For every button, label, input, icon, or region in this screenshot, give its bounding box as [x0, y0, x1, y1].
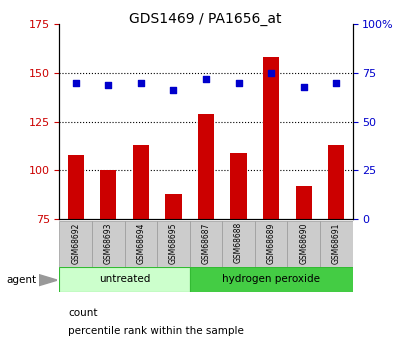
- Text: percentile rank within the sample: percentile rank within the sample: [68, 326, 243, 335]
- Text: GSM68693: GSM68693: [103, 222, 112, 264]
- Bar: [189, 267, 352, 292]
- Point: [332, 80, 339, 86]
- Bar: [124, 221, 157, 267]
- Point: [137, 80, 144, 86]
- Text: agent: agent: [6, 275, 36, 285]
- Bar: [165, 194, 181, 219]
- Text: GSM68694: GSM68694: [136, 222, 145, 264]
- Bar: [222, 221, 254, 267]
- Text: GSM68690: GSM68690: [299, 222, 308, 264]
- Point: [72, 80, 79, 86]
- Text: GSM68692: GSM68692: [71, 222, 80, 264]
- Text: GSM68689: GSM68689: [266, 222, 275, 264]
- Text: GSM68688: GSM68688: [234, 222, 243, 264]
- Text: GSM68695: GSM68695: [169, 222, 178, 264]
- Bar: [319, 221, 352, 267]
- Point: [105, 82, 111, 87]
- Bar: [263, 57, 279, 219]
- Point: [267, 70, 274, 76]
- Bar: [157, 221, 189, 267]
- Bar: [59, 221, 92, 267]
- Bar: [198, 114, 213, 219]
- Bar: [327, 145, 344, 219]
- Point: [235, 80, 241, 86]
- Text: GSM68687: GSM68687: [201, 222, 210, 264]
- Polygon shape: [39, 275, 57, 286]
- Point: [202, 76, 209, 81]
- Point: [300, 84, 306, 89]
- Bar: [92, 221, 124, 267]
- Bar: [295, 186, 311, 219]
- Text: GSM68691: GSM68691: [331, 222, 340, 264]
- Bar: [67, 155, 84, 219]
- Bar: [189, 221, 222, 267]
- Text: GDS1469 / PA1656_at: GDS1469 / PA1656_at: [128, 12, 281, 26]
- Bar: [254, 221, 287, 267]
- Bar: [287, 221, 319, 267]
- Text: hydrogen peroxide: hydrogen peroxide: [222, 275, 319, 284]
- Bar: [230, 153, 246, 219]
- Bar: [100, 170, 116, 219]
- Bar: [59, 267, 189, 292]
- Text: untreated: untreated: [99, 275, 150, 284]
- Text: count: count: [68, 308, 97, 318]
- Bar: [133, 145, 148, 219]
- Point: [170, 88, 176, 93]
